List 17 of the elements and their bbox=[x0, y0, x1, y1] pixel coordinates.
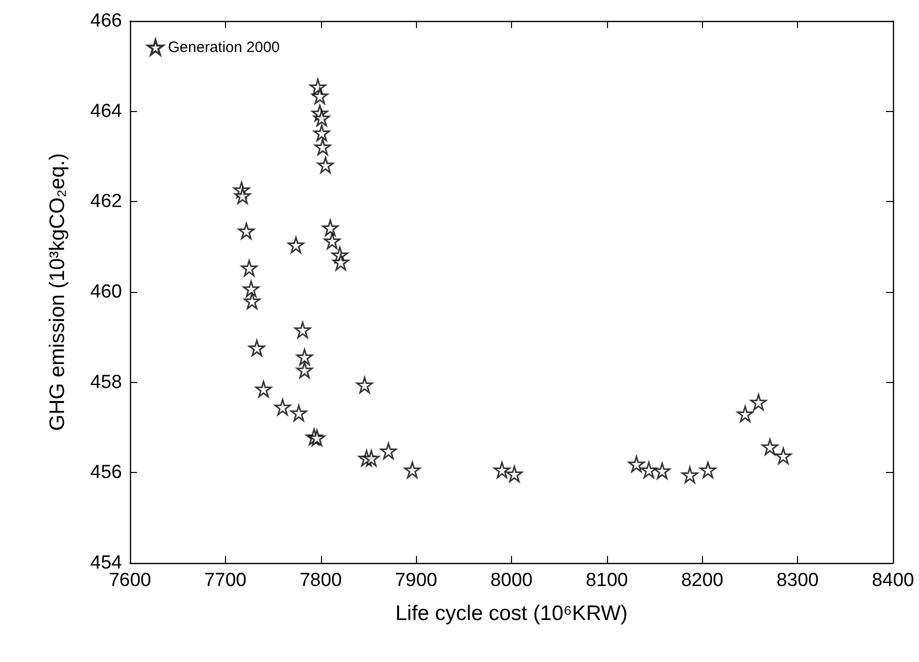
x-tick-label: 8300 bbox=[776, 570, 819, 591]
y-tick-label: 458 bbox=[90, 372, 122, 393]
y-tick-label: 460 bbox=[90, 282, 122, 302]
y-tick-label: 464 bbox=[90, 100, 122, 122]
x-tick-label: 8000 bbox=[490, 570, 533, 591]
x-tick-label: 7900 bbox=[394, 570, 438, 591]
y-tick-label: 456 bbox=[90, 462, 122, 484]
y-tick-label: 462 bbox=[90, 191, 122, 212]
x-tick-label: 8200 bbox=[681, 570, 724, 591]
x-tick-label: 8400 bbox=[872, 570, 914, 591]
x-tick-label: 8100 bbox=[586, 570, 628, 591]
x-tick-label: 7700 bbox=[204, 570, 247, 591]
x-tick-label: 7800 bbox=[300, 570, 342, 591]
y-tick-label: 466 bbox=[90, 10, 122, 32]
x-axis-title: Life cycle cost (10⁶KRW) bbox=[395, 602, 628, 625]
legend-label: Generation 2000 bbox=[168, 38, 280, 56]
y-axis-title: GHG emission (10³kgCO₂eq.) bbox=[46, 153, 69, 431]
